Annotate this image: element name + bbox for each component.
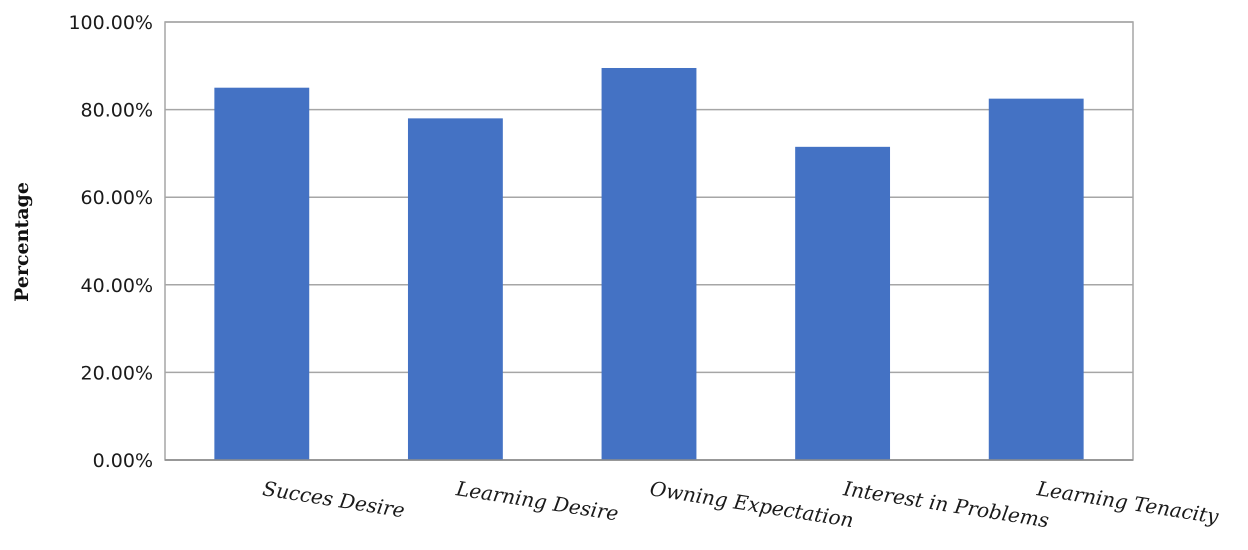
y-tick-label: 80.00% xyxy=(81,100,153,122)
bar xyxy=(407,118,503,461)
x-category-label: Learning Desire xyxy=(454,476,621,525)
bar xyxy=(214,87,310,460)
bar xyxy=(601,67,697,461)
y-tick-label: 60.00% xyxy=(81,187,153,209)
bars xyxy=(165,67,1133,461)
y-axis-title: Percentage xyxy=(11,182,33,302)
x-category-label: Succes Desire xyxy=(261,476,406,522)
y-tick-label: 100.00% xyxy=(68,12,153,34)
y-tick-labels: 0.00% 20.00% 40.00% 60.00% 80.00% 100.00% xyxy=(68,12,153,472)
bar xyxy=(795,146,891,460)
bar xyxy=(988,98,1084,461)
y-tick-label: 0.00% xyxy=(93,450,153,472)
x-category-label: Owning Expectation xyxy=(648,476,855,532)
x-category-labels: Succes Desire Learning Desire Owning Expec… xyxy=(261,476,1221,532)
y-tick-label: 40.00% xyxy=(81,275,153,297)
x-category-label: Learning Tenacity xyxy=(1034,476,1220,529)
y-tick-label: 20.00% xyxy=(81,362,153,384)
x-category-label: Interest in Problems xyxy=(841,476,1051,532)
